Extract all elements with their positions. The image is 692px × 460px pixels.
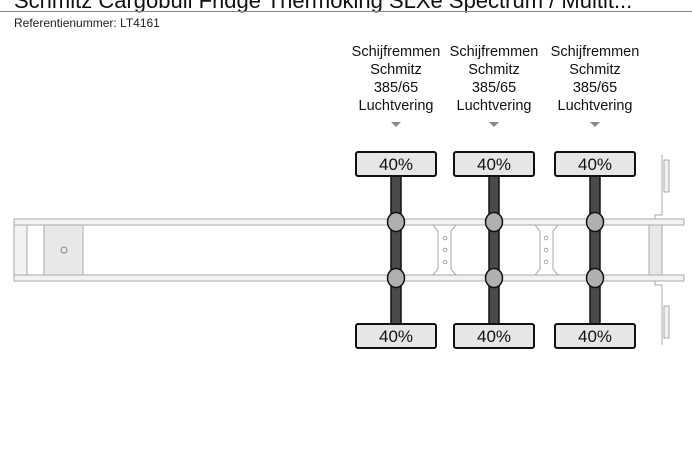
axle-label-line: 385/65 xyxy=(373,80,419,96)
tyre-top xyxy=(554,151,636,177)
axle: 40% 40% xyxy=(453,151,535,349)
tyre-top xyxy=(355,151,437,177)
suspension-joint xyxy=(386,267,406,289)
axle-label-line: 385/65 xyxy=(572,80,618,96)
arrow-down-icon xyxy=(489,122,499,127)
axle-label-line: Schijfremmen xyxy=(351,44,441,60)
front-beam xyxy=(13,224,28,276)
tyre-bottom xyxy=(453,323,535,349)
page-title: Schmitz Cargobull Fridge Thermoking SLXe… xyxy=(14,0,633,13)
crossmember xyxy=(534,224,559,276)
load-percentage-top: 40% xyxy=(477,155,511,174)
divider xyxy=(0,11,692,12)
suspension-joint xyxy=(585,211,605,233)
axle-label-line: Schijfremmen xyxy=(550,44,640,60)
suspension-joint xyxy=(386,211,406,233)
axle-label-line: 385/65 xyxy=(471,80,517,96)
kingpin-plate xyxy=(43,224,84,276)
axle-bar xyxy=(589,171,601,329)
bottom-rail xyxy=(13,274,685,282)
suspension-joint xyxy=(484,211,504,233)
crossmembers xyxy=(432,224,559,276)
arrow-down-icon xyxy=(590,122,600,127)
suspension-joint xyxy=(484,267,504,289)
load-percentage-bottom: 40% xyxy=(379,327,413,346)
axle-label-line: Schmitz xyxy=(468,62,520,78)
crossmember xyxy=(432,224,457,276)
suspension-joint xyxy=(585,267,605,289)
axle-bar xyxy=(488,171,500,329)
top-rail xyxy=(13,218,685,226)
axle-label-line: Schijfremmen xyxy=(449,44,539,60)
axle: 40% 40% xyxy=(355,151,437,349)
reference-number: Referentienummer: LT4161 xyxy=(14,16,160,30)
tyre-bottom xyxy=(355,323,437,349)
load-percentage-bottom: 40% xyxy=(578,327,612,346)
axle-label-line: Luchtvering xyxy=(358,98,434,114)
axle-label: Schijfremmen Schmitz 385/65 Luchtvering xyxy=(540,43,650,115)
tyre-bottom xyxy=(554,323,636,349)
axle-label-line: Luchtvering xyxy=(557,98,633,114)
chassis-frame xyxy=(13,155,685,345)
axle-bar xyxy=(390,171,402,329)
rear-bracket-bottom xyxy=(654,281,663,345)
axle-label-line: Luchtvering xyxy=(456,98,532,114)
axle-label: Schijfremmen Schmitz 385/65 Luchtvering xyxy=(439,43,549,115)
load-percentage-top: 40% xyxy=(578,155,612,174)
axle: 40% 40% xyxy=(554,151,636,349)
load-percentage-top: 40% xyxy=(379,155,413,174)
axle-label-line: Schmitz xyxy=(569,62,621,78)
tyre-top xyxy=(453,151,535,177)
rear-bracket-top xyxy=(654,155,663,219)
axle-label: Schijfremmen Schmitz 385/65 Luchtvering xyxy=(341,43,451,115)
arrow-down-icon xyxy=(391,122,401,127)
load-percentage-bottom: 40% xyxy=(477,327,511,346)
rear-beam xyxy=(648,224,663,276)
axle-label-line: Schmitz xyxy=(370,62,422,78)
kingpin xyxy=(60,246,68,254)
